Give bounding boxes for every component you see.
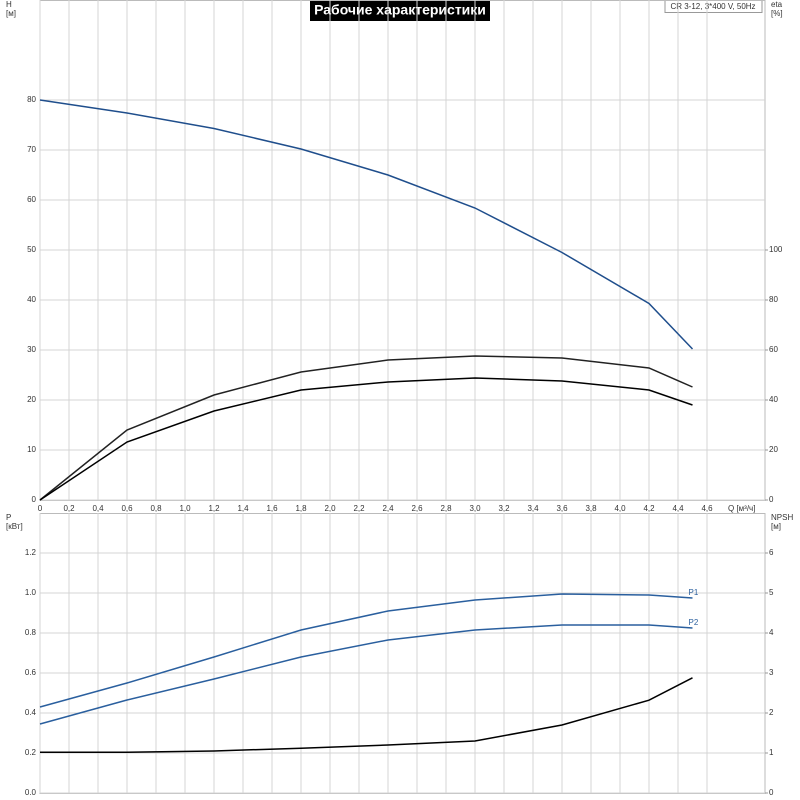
info-text: CR 3-12, 3*400 V, 50Hz — [670, 2, 755, 11]
y-axis-label: H — [6, 0, 12, 9]
chart-title: Рабочие характеристики — [314, 2, 486, 18]
y-tick-label: 40 — [27, 295, 36, 304]
y-tick-label: 20 — [27, 395, 36, 404]
y-tick-label: 0.4 — [25, 708, 37, 717]
x-tick-label: 4,6 — [701, 504, 713, 513]
y-tick-label: 80 — [27, 95, 36, 104]
y2-tick-label: 0 — [769, 788, 774, 797]
y-tick-label: 0.6 — [25, 668, 37, 677]
series-line — [39, 593, 693, 708]
y2-tick-label: 0 — [769, 495, 774, 504]
y-tick-label: 0 — [32, 495, 37, 504]
series-line — [39, 377, 693, 501]
x-tick-label: 2,0 — [324, 504, 336, 513]
title-box — [310, 0, 490, 21]
x-axis-label: Q [м³/ч] — [728, 504, 755, 513]
x-tick-label: 1,4 — [237, 504, 249, 513]
x-tick-label: 1,2 — [208, 504, 220, 513]
y-tick-label: 0.0 — [25, 788, 37, 797]
x-tick-label: 2,4 — [382, 504, 394, 513]
y-axis-unit: [м] — [6, 9, 16, 18]
y2-tick-label: 100 — [769, 245, 783, 254]
y-tick-label: 0.2 — [25, 748, 37, 757]
x-tick-label: 1,6 — [266, 504, 278, 513]
x-tick-label: 0,6 — [121, 504, 133, 513]
x-tick-label: 3,4 — [527, 504, 539, 513]
y-tick-label: 1.0 — [25, 588, 37, 597]
x-tick-label: 2,6 — [411, 504, 423, 513]
x-tick-label: 0,2 — [63, 504, 75, 513]
x-tick-label: 3,8 — [585, 504, 597, 513]
series-line — [39, 624, 693, 725]
y-tick-label: 70 — [27, 145, 36, 154]
y2-tick-label: 80 — [769, 295, 778, 304]
x-tick-label: 0,8 — [150, 504, 162, 513]
y2-tick-label: 2 — [769, 708, 774, 717]
y2-tick-label: 4 — [769, 628, 774, 637]
series-line — [39, 99, 694, 350]
series-line — [40, 677, 693, 753]
x-tick-label: 0 — [38, 504, 43, 513]
y-axis-unit: [кВт] — [6, 522, 23, 531]
series-label: P1 — [689, 588, 699, 597]
y2-axis-unit: [%] — [771, 9, 783, 18]
x-tick-label: 3,6 — [556, 504, 568, 513]
y-tick-label: 60 — [27, 195, 36, 204]
x-tick-label: 3,2 — [498, 504, 510, 513]
y-axis-label: P — [6, 513, 11, 522]
y2-tick-label: 40 — [769, 395, 778, 404]
y2-axis-label: NPSH — [771, 513, 793, 522]
x-tick-label: 2,2 — [353, 504, 365, 513]
y2-tick-label: 1 — [769, 748, 774, 757]
y2-tick-label: 6 — [769, 548, 774, 557]
y-tick-label: 50 — [27, 245, 36, 254]
y-tick-label: 30 — [27, 345, 36, 354]
x-tick-label: 1,0 — [179, 504, 191, 513]
x-tick-label: 4,4 — [672, 504, 684, 513]
x-tick-label: 4,0 — [614, 504, 626, 513]
y2-tick-label: 3 — [769, 668, 774, 677]
y2-axis-unit: [м] — [771, 522, 781, 531]
y-tick-label: 1.2 — [25, 548, 37, 557]
series-line — [39, 355, 693, 501]
x-tick-label: 2,8 — [440, 504, 452, 513]
x-tick-label: 1,8 — [295, 504, 307, 513]
x-tick-label: 4,2 — [643, 504, 655, 513]
series-label: P2 — [689, 618, 699, 627]
x-tick-label: 3,0 — [469, 504, 481, 513]
y2-tick-label: 60 — [769, 345, 778, 354]
y-tick-label: 10 — [27, 445, 36, 454]
y2-axis-label: eta — [771, 0, 783, 9]
y-tick-label: 0.8 — [25, 628, 37, 637]
y2-tick-label: 20 — [769, 445, 778, 454]
y2-tick-label: 5 — [769, 588, 774, 597]
x-tick-label: 0,4 — [92, 504, 104, 513]
